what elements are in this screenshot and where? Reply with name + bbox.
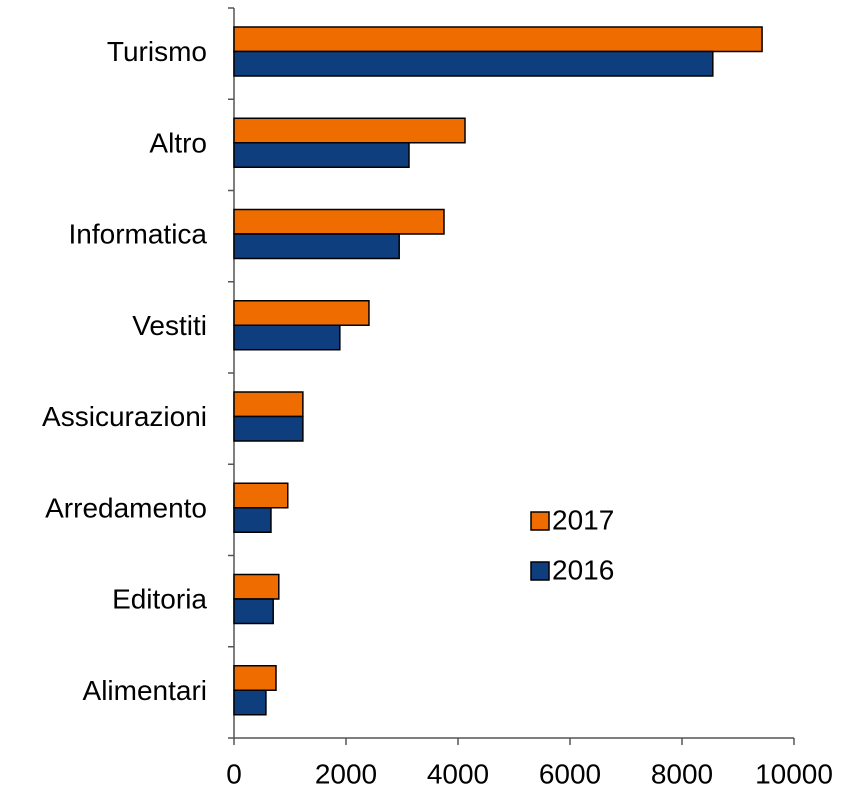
bar (233, 208, 445, 235)
x-tick-label: 10000 (755, 758, 833, 787)
x-tick-label: 6000 (539, 758, 601, 787)
bar (233, 324, 341, 351)
bar (233, 507, 272, 533)
bar (233, 415, 304, 442)
y-tick-label: Altro (149, 127, 207, 158)
x-tick-label: 0 (226, 758, 242, 787)
x-tick-label: 8000 (651, 758, 713, 787)
y-tick-label: Informatica (69, 219, 208, 250)
bar (233, 573, 280, 600)
legend-label: 2017 (552, 504, 614, 535)
x-tick-label: 4000 (427, 758, 489, 787)
bar (233, 26, 763, 53)
bar (233, 689, 267, 716)
y-tick-label: Assicurazioni (42, 401, 207, 432)
y-tick-label: Editoria (112, 584, 207, 615)
legend-label: 2016 (552, 554, 614, 585)
legend-swatch (530, 561, 550, 581)
bar (233, 50, 714, 77)
y-tick-label: Arredamento (45, 492, 207, 523)
bar (233, 142, 410, 168)
bar (233, 117, 466, 144)
legend-swatch (530, 511, 550, 531)
bar (233, 391, 304, 418)
y-tick-label: Alimentari (83, 675, 207, 706)
x-tick-label: 2000 (315, 758, 377, 787)
y-tick-label: Turismo (107, 36, 207, 67)
bar (233, 300, 370, 326)
y-tick-label: Vestiti (132, 310, 207, 341)
bar (233, 665, 277, 691)
bar (233, 233, 400, 260)
bar (233, 598, 274, 625)
bar (233, 482, 289, 509)
